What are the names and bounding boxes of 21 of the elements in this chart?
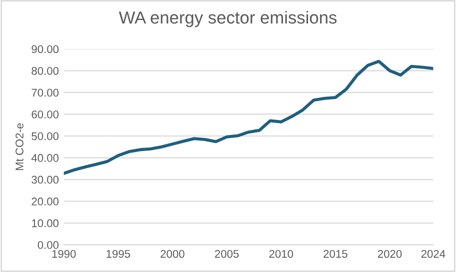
x-tick-label: 1995 <box>106 250 130 258</box>
y-tick-label: 90.00 <box>32 45 59 54</box>
y-tick-label: 60.00 <box>32 110 59 118</box>
x-tick-label: 2020 <box>378 250 402 258</box>
x-tick-label: 2024 <box>421 250 446 258</box>
x-tick-label: 2000 <box>160 250 184 258</box>
y-axis-title: Mt CO2-e <box>16 123 24 170</box>
y-tick-label: 30.00 <box>32 176 59 184</box>
y-tick-label: 40.00 <box>31 154 59 162</box>
chart-title: WA energy sector emissions <box>118 10 337 28</box>
y-tick-label: 50.00 <box>32 132 59 140</box>
y-tick-label: 70.00 <box>32 88 59 97</box>
x-tick-label: 1990 <box>52 250 76 258</box>
line-series <box>64 60 434 175</box>
x-tick-label: 2005 <box>214 250 239 258</box>
y-tick-label: 0.00 <box>38 241 59 249</box>
x-tick-label: 2010 <box>269 250 294 258</box>
y-tick-label: 10.00 <box>32 219 59 228</box>
x-tick-label: 2015 <box>324 250 348 258</box>
y-tick-label: 20.00 <box>32 198 59 206</box>
y-tick-label: 80.00 <box>32 66 59 75</box>
